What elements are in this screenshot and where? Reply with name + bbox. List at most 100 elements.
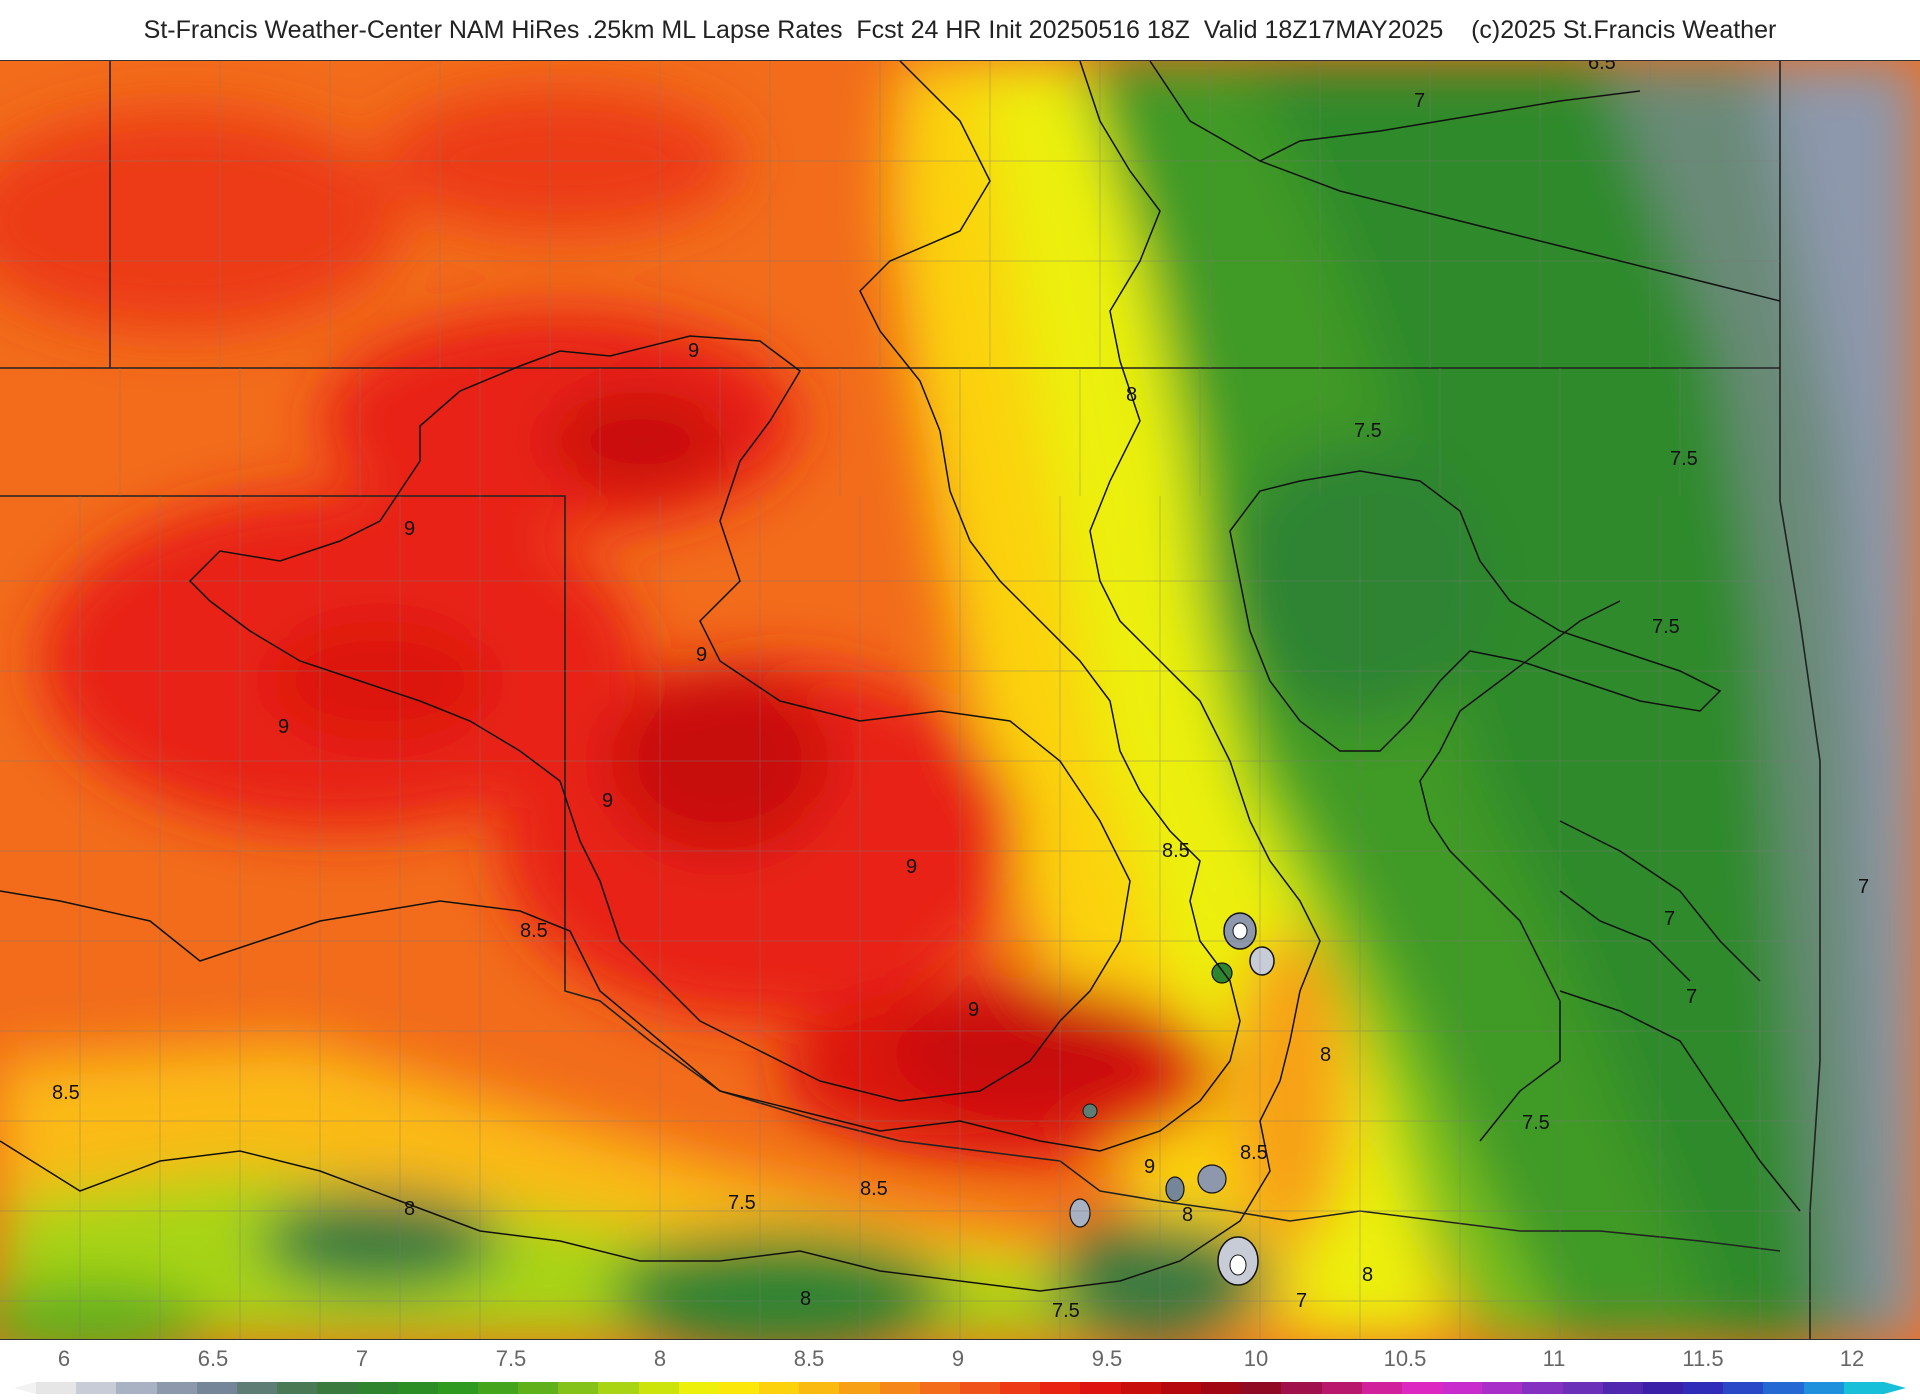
contour-label: 7.5 (1354, 420, 1382, 442)
contour-label: 7 (1686, 986, 1697, 1008)
contour-label: 9 (968, 999, 979, 1021)
colorbar-swatch (1241, 1382, 1282, 1394)
colorbar-swatch (1321, 1382, 1362, 1394)
contour-label-group: 9 9 9 9 9 9 9 9 8.5 8.5 8.5 8.5 8.5 8 8 … (52, 61, 1869, 1322)
colorbar-swatch (1562, 1382, 1603, 1394)
contour-label: 7 (1664, 908, 1675, 930)
colorbar-tick-label: 9 (951, 1346, 965, 1371)
colorbar-swatch (437, 1382, 478, 1394)
contour-label: 7 (1858, 876, 1869, 898)
colorbar-swatch (1642, 1382, 1684, 1394)
contour-label: 7.5 (1052, 1300, 1080, 1322)
colorbar-tick-label: 10 (1243, 1346, 1269, 1371)
colorbar-tick-label: 8.5 (793, 1346, 825, 1371)
contour-label: 9 (696, 644, 707, 666)
contour-label: 9 (602, 790, 613, 812)
contour-label: 8.5 (860, 1178, 888, 1200)
county-lines (0, 61, 1815, 1339)
colorbar-swatch (799, 1382, 840, 1394)
colorbar-swatch (1602, 1382, 1643, 1394)
colorbar-swatch (317, 1382, 358, 1394)
colorbar-swatch (357, 1382, 398, 1394)
colorbar-tick-label: 6.5 (197, 1346, 229, 1371)
colorbar-ramp (36, 1382, 1884, 1394)
colorbar-swatch (759, 1382, 800, 1394)
colorbar-swatch (1723, 1382, 1764, 1394)
colorbar-swatch (879, 1382, 920, 1394)
colorbar-swatch (678, 1382, 719, 1394)
contour-label: 7.5 (1652, 616, 1680, 638)
colorbar-tick-label: 12 (1839, 1346, 1865, 1371)
contour-label: 9 (1144, 1156, 1155, 1178)
colorbar-swatch (1000, 1382, 1041, 1394)
colorbar-swatch (1361, 1382, 1402, 1394)
colorbar-swatch (598, 1382, 639, 1394)
map-title: St-Francis Weather-Center NAM HiRes .25k… (143, 15, 1777, 44)
contour-lines (0, 61, 1801, 1292)
contour-label: 7.5 (1670, 448, 1698, 470)
colorbar-swatch (839, 1382, 880, 1394)
colorbar-swatch (1120, 1382, 1161, 1394)
colorbar-swatch (1080, 1382, 1121, 1394)
contour-label: 8 (800, 1288, 811, 1310)
colorbar-swatch (36, 1382, 77, 1394)
contour-label: 7 (1296, 1290, 1307, 1312)
colorbar-swatch (397, 1382, 438, 1394)
colorbar-swatch (1482, 1382, 1523, 1394)
colorbar-swatch (518, 1382, 559, 1394)
contour-label: 8.5 (520, 920, 548, 942)
colorbar-tick-label: 7 (355, 1346, 369, 1371)
contour-label: 9 (688, 340, 699, 362)
contour-label: 9 (404, 518, 415, 540)
colorbar: 6 6.5 7 7.5 8 8.5 9 9.5 10 10.5 11 11.5 12 (0, 1338, 1920, 1400)
colorbar-swatch (1803, 1382, 1844, 1394)
colorbar-swatch (1040, 1382, 1081, 1394)
colorbar-swatch (76, 1382, 117, 1394)
colorbar-tick-label: 10.5 (1383, 1346, 1427, 1371)
contour-label: 8.5 (1240, 1142, 1268, 1164)
colorbar-swatch (1763, 1382, 1804, 1394)
colorbar-swatch (1200, 1382, 1242, 1394)
colorbar-swatch (558, 1382, 599, 1394)
contour-label: 7.5 (728, 1192, 756, 1214)
colorbar-swatch (919, 1382, 960, 1394)
lapse-rate-field (0, 61, 1920, 1339)
contour-label: 9 (278, 716, 289, 738)
colorbar-swatch (477, 1382, 519, 1394)
colorbar-max-arrow (1884, 1382, 1906, 1394)
colorbar-swatch (1401, 1382, 1443, 1394)
colorbar-swatch (1442, 1382, 1483, 1394)
colorbar-swatch (1843, 1382, 1884, 1394)
contour-label: 7.5 (1522, 1112, 1550, 1134)
contour-label: 7 (1414, 90, 1425, 112)
contour-label: 6.5 (1588, 61, 1616, 74)
colorbar-swatch (196, 1382, 237, 1394)
contour-label: 8 (1362, 1264, 1373, 1286)
colorbar-tick-label: 6 (57, 1346, 71, 1371)
colorbar-min-arrow (14, 1382, 36, 1394)
contour-label: 8.5 (1162, 840, 1190, 862)
colorbar-swatch (1522, 1382, 1563, 1394)
contour-label: 8 (404, 1198, 415, 1220)
lapse-rate-map-canvas: 9 9 9 9 9 9 9 9 8.5 8.5 8.5 8.5 8.5 8 8 … (0, 61, 1920, 1339)
contour-label: 8 (1126, 384, 1137, 406)
colorbar-swatch (1683, 1382, 1724, 1394)
contour-label: 9 (906, 856, 917, 878)
colorbar-tick-label: 7.5 (495, 1346, 527, 1371)
colorbar-tick-label: 9.5 (1091, 1346, 1123, 1371)
contour-label: 8 (1320, 1044, 1331, 1066)
colorbar-swatch (959, 1382, 1001, 1394)
colorbar-tick-label: 11.5 (1682, 1346, 1724, 1371)
colorbar-tick-label: 8 (653, 1346, 667, 1371)
contour-label: 8.5 (52, 1082, 80, 1104)
colorbar-tick-label: 11 (1542, 1346, 1566, 1371)
colorbar-swatch (277, 1382, 318, 1394)
colorbar-swatch (156, 1382, 197, 1394)
contour-label: 8 (1182, 1204, 1193, 1226)
colorbar-swatch (638, 1382, 679, 1394)
colorbar-swatch (1281, 1382, 1322, 1394)
colorbar-swatch (718, 1382, 760, 1394)
colorbar-swatch (116, 1382, 157, 1394)
colorbar-swatch (1160, 1382, 1201, 1394)
colorbar-swatch (236, 1382, 278, 1394)
